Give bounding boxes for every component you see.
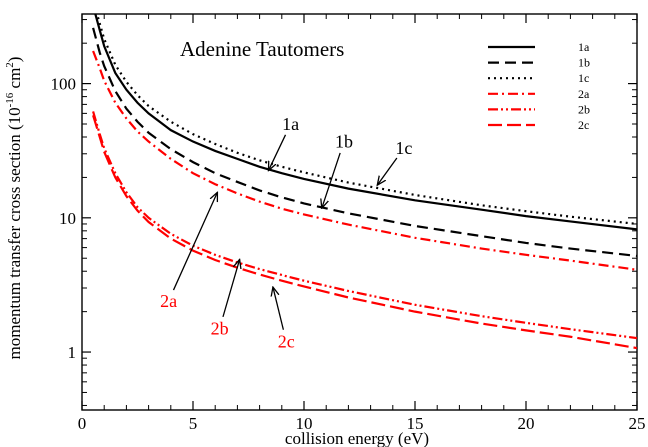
- y-axis-title-exp2: 2: [4, 62, 16, 68]
- y-axis-title-exp1: -16: [4, 92, 16, 107]
- legend-label-1a: 1a: [578, 40, 590, 54]
- legend-label-2b: 2b: [578, 102, 590, 116]
- y-axis-title-end: ): [5, 57, 24, 63]
- y-tick-label: 100: [51, 75, 77, 94]
- annotation-arrow-2c: [273, 287, 285, 330]
- annotation-arrow-1b: [322, 152, 341, 208]
- x-tick-label: 20: [518, 414, 535, 433]
- legend-label-2c: 2c: [578, 118, 589, 132]
- annotation-label-1b: 1b: [335, 132, 353, 152]
- series-line-2c: [92, 115, 637, 350]
- plot-frame: [81, 13, 638, 411]
- legend-label-2a: 2a: [578, 87, 590, 101]
- y-tick-label: 1: [68, 343, 77, 362]
- x-tick-label: 5: [189, 414, 198, 433]
- y-tick-label: 10: [59, 209, 76, 228]
- annotation-arrow-1a: [268, 134, 287, 171]
- series-line-1a: [94, 14, 637, 231]
- ticks-layer: 0 5 10 15 20 25 1 10 100: [51, 14, 646, 433]
- annotation-arrow-2b: [222, 259, 240, 318]
- series-line-2a: [92, 50, 637, 271]
- x-tick-label: 15: [407, 414, 424, 433]
- legend-label-1c: 1c: [578, 71, 589, 85]
- legend-label-1b: 1b: [578, 56, 590, 70]
- x-tick-label: 0: [78, 414, 87, 433]
- annotation-layer: 1a 1b 1c 2a 2b 2c: [160, 114, 412, 351]
- annotation-label-2a: 2a: [160, 291, 177, 311]
- x-tick-label: 10: [296, 414, 313, 433]
- annotation-arrow-1c: [377, 157, 398, 185]
- series-line-1b: [92, 27, 637, 258]
- annotation-arrow-2a: [172, 192, 217, 291]
- y-axis-title-main: momentum transfer cross section (10: [5, 107, 24, 359]
- series-line-1c: [95, 14, 637, 226]
- y-axis-title: momentum transfer cross section (10-16 c…: [4, 57, 24, 360]
- annotation-label-2b: 2b: [211, 318, 229, 338]
- y-axis-title-mid: cm: [5, 68, 24, 93]
- x-axis-title: collision energy (eV): [285, 429, 429, 447]
- annotation-label-1c: 1c: [395, 138, 412, 158]
- annotation-label-1a: 1a: [282, 114, 299, 134]
- series-layer: [92, 14, 637, 350]
- series-line-2b: [92, 111, 637, 340]
- plot-border: [81, 13, 638, 411]
- annotation-label-2c: 2c: [278, 331, 295, 351]
- chart-title: Adenine Tautomers: [180, 37, 344, 61]
- x-tick-label: 25: [629, 414, 646, 433]
